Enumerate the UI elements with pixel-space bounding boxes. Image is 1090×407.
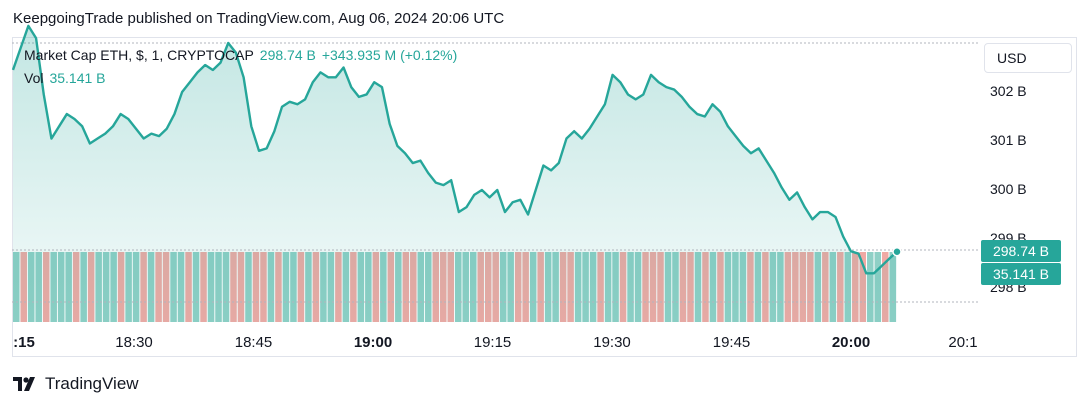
x-tick-label: 18:30 xyxy=(115,334,153,351)
legend-volume-row: Vol 35.141 B xyxy=(24,70,106,86)
price-area xyxy=(13,25,897,322)
y-tick-label: 301 B xyxy=(990,132,1027,148)
legend-vol-value: 35.141 B xyxy=(49,70,106,86)
x-tick-label: :15 xyxy=(13,334,35,351)
x-tick-label: 19:45 xyxy=(712,334,751,351)
x-tick-label: 19:00 xyxy=(353,334,393,351)
x-tick-label: 18:45 xyxy=(234,334,273,351)
tradingview-logo[interactable]: TradingView xyxy=(13,374,139,394)
tradingview-logo-icon xyxy=(13,377,35,391)
y-tick-label: 300 B xyxy=(990,181,1027,197)
chart-frame xyxy=(12,37,1077,357)
x-tick-label: 19:30 xyxy=(593,334,631,351)
y-tick-label: 302 B xyxy=(990,83,1027,99)
last-price-dot xyxy=(892,246,902,257)
x-tick-label: 19:15 xyxy=(473,334,512,351)
legend-vol-label: Vol xyxy=(24,70,44,86)
x-tick-label: 20:00 xyxy=(831,334,871,351)
legend-symbol: Market Cap ETH, $, 1, CRYPTOCAP xyxy=(24,47,254,63)
tradingview-logo-text: TradingView xyxy=(45,374,139,393)
price-line xyxy=(11,24,898,275)
legend-price: 298.74 B xyxy=(259,47,316,63)
price-tag: 298.74 B xyxy=(981,240,1061,262)
publish-header: KeepgoingTrade published on TradingView.… xyxy=(13,10,505,27)
volume-tag: 35.141 B xyxy=(981,263,1061,285)
currency-selector[interactable]: USD xyxy=(984,43,1072,73)
legend-symbol-row: Market Cap ETH, $, 1, CRYPTOCAP 298.74 B +… xyxy=(24,47,457,63)
x-tick-label: 20:1 xyxy=(948,334,978,351)
legend-change: +343.935 M (+0.12%) xyxy=(321,47,458,63)
